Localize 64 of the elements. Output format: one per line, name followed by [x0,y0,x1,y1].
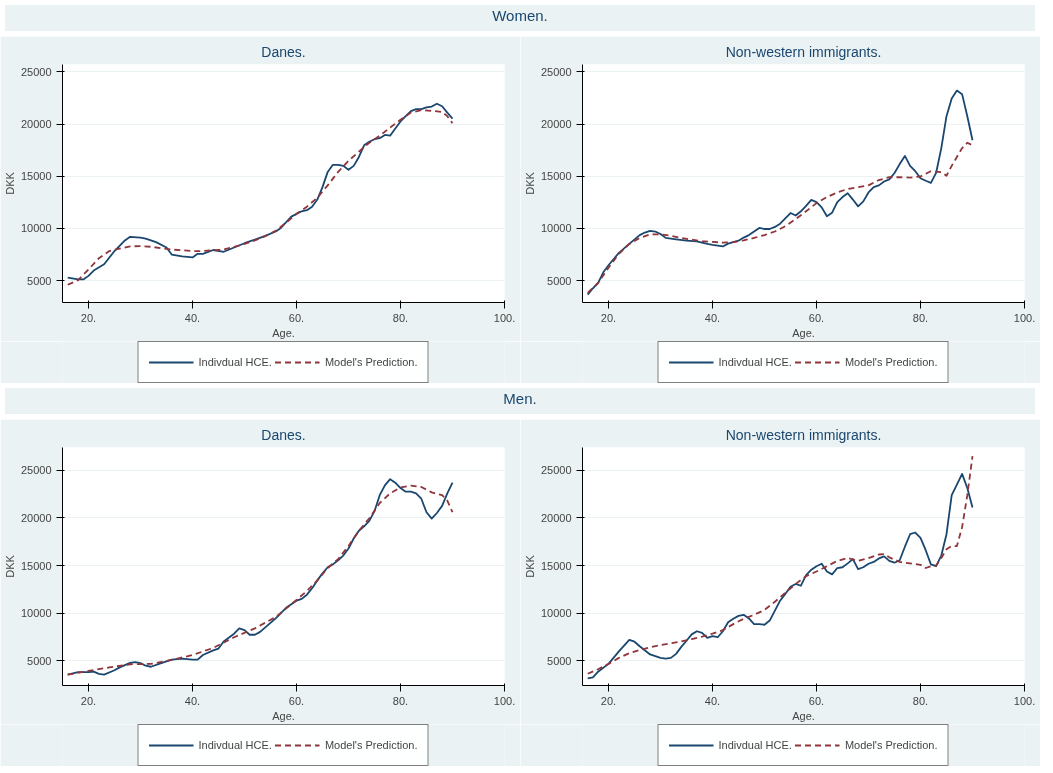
y-tick-label: 15000 [540,170,572,183]
y-tick-label: 5000 [27,654,52,667]
x-axis-title: Age. [792,709,815,722]
x-tick-label: 80. [392,311,409,324]
x-axis-title: Age. [792,326,815,339]
x-axis-title: Age. [272,709,295,722]
y-tick-label: 25000 [20,464,52,477]
x-tick-label: 20. [600,694,617,707]
x-tick-label: 100. [1013,694,1036,707]
chart-title: Danes. [261,43,306,60]
y-tick-label: 5000 [547,654,572,667]
y-tick-label: 20000 [540,511,572,524]
chart-title: Non-western immigrants. [725,43,882,60]
legend-label: Indivdual HCE. [718,739,792,751]
text: Men. [503,389,537,409]
line-series [586,141,974,294]
y-tick-label: 10000 [540,222,572,235]
y-tick-label: 25000 [20,65,52,78]
x-tick-label: 100. [1013,311,1036,324]
y-axis-title: DKK [523,171,536,195]
y-tick-label: 25000 [540,65,572,78]
y-tick-label: 10000 [20,607,52,620]
x-tick-label: 20. [80,311,97,324]
x-tick-label: 40. [184,694,201,707]
legend-label: Indivdual HCE. [198,739,272,751]
y-axis-title: DKK [3,171,16,195]
legend-label: Indivdual HCE. [718,356,792,368]
x-tick-label: 60. [808,311,825,324]
chart-title: Non-western immigrants. [725,426,882,443]
x-tick-label: 40. [704,311,721,324]
y-tick-label: 5000 [547,274,572,287]
x-tick-label: 20. [600,311,617,324]
x-tick-label: 60. [288,694,305,707]
y-tick-label: 15000 [540,559,572,572]
y-axis-title: DKK [523,554,536,578]
y-tick-label: 10000 [540,607,572,620]
x-tick-label: 40. [704,694,721,707]
y-tick-label: 20000 [540,118,572,130]
x-tick-label: 100. [493,311,516,324]
y-tick-label: 15000 [20,559,52,572]
y-tick-label: 20000 [20,118,52,130]
legend-label: Model's Prediction. [844,739,938,751]
legend-label: Model's Prediction. [324,739,418,751]
chart-title: Danes. [261,426,306,443]
x-tick-label: 80. [912,694,929,707]
y-tick-label: 10000 [20,222,52,235]
y-tick-label: 5000 [27,274,52,287]
text: Women. [492,6,548,26]
x-tick-label: 60. [288,311,305,324]
legend-label: Indivdual HCE. [198,356,272,368]
x-tick-label: 60. [808,694,825,707]
y-tick-label: 25000 [540,464,572,477]
x-axis-title: Age. [272,326,295,339]
legend-label: Model's Prediction. [324,356,418,368]
x-tick-label: 80. [912,311,929,324]
y-axis-title: DKK [3,554,16,578]
x-tick-label: 40. [184,311,201,324]
x-tick-label: 80. [392,694,409,707]
legend-label: Model's Prediction. [844,356,938,368]
x-tick-label: 20. [80,694,97,707]
line-series [586,89,974,296]
x-tick-label: 100. [493,694,516,707]
y-tick-label: 20000 [20,511,52,524]
y-tick-label: 15000 [20,170,52,183]
